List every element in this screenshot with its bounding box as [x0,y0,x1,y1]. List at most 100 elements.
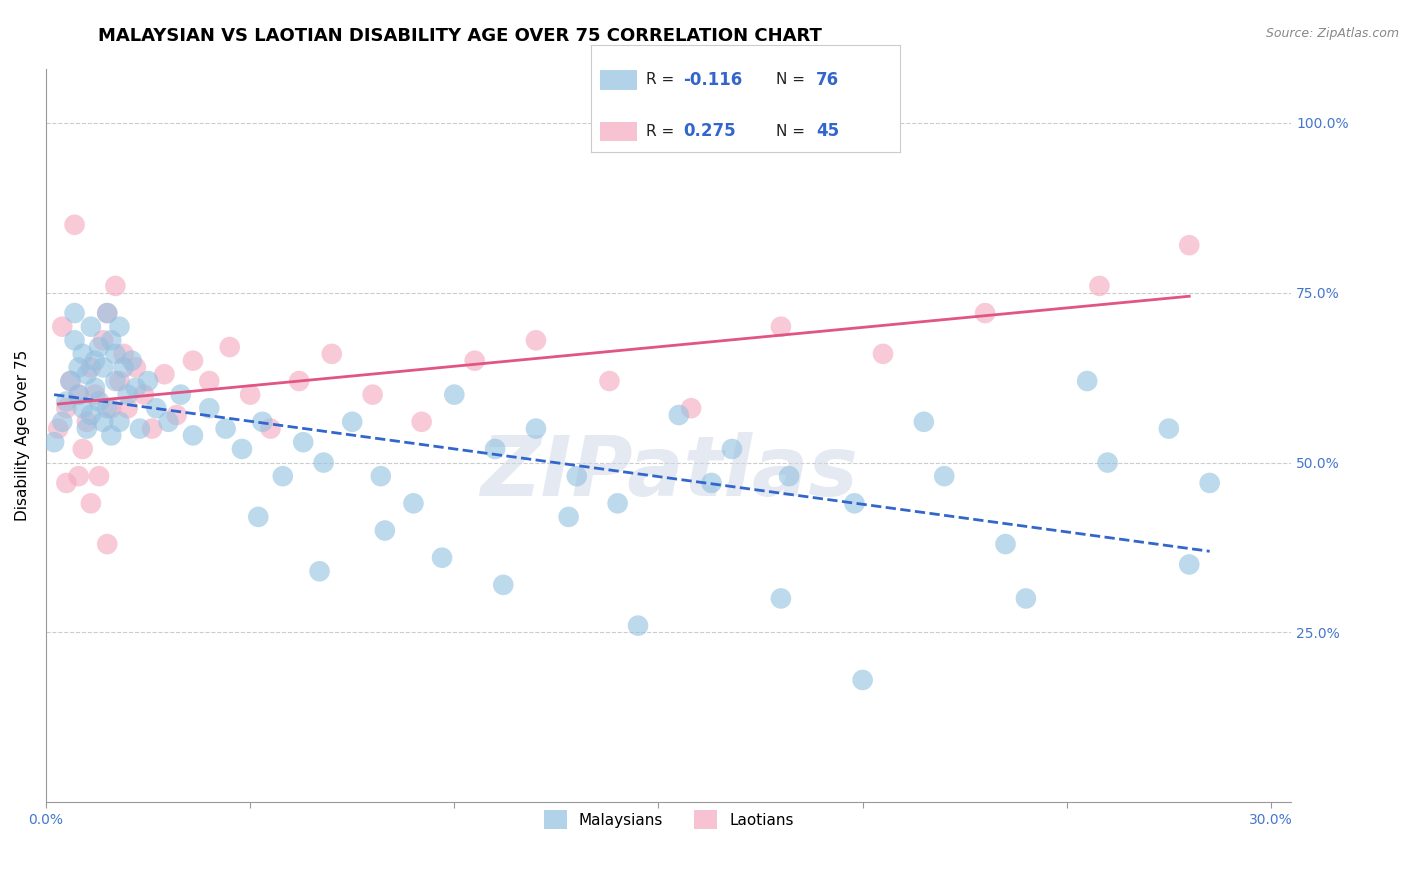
Point [117,401,139,416]
Point [84,387,107,401]
Point [492,578,515,592]
Point [96,306,118,320]
Point [51,415,73,429]
Point [668,408,690,422]
Point [370,469,392,483]
Text: 0.275: 0.275 [683,122,735,140]
Point [91,360,114,375]
Point [411,415,433,429]
Point [63,218,86,232]
Y-axis label: Disability Age Over 75: Disability Age Over 75 [15,350,30,521]
Legend: Malaysians, Laotians: Malaysians, Laotians [537,804,800,835]
Point [1178,238,1201,252]
Point [44,435,66,450]
Point [55,394,77,409]
Point [153,368,176,382]
Point [181,353,204,368]
Point [67,387,90,401]
Point [239,387,262,401]
Point [87,394,110,409]
Point [271,469,294,483]
Point [67,387,90,401]
Point [181,428,204,442]
Point [430,550,453,565]
Point [1198,475,1220,490]
Point [259,421,281,435]
Point [565,469,588,483]
Point [484,442,506,456]
Text: N =: N = [776,124,810,139]
Point [91,415,114,429]
Point [769,591,792,606]
Point [96,401,118,416]
Point [132,387,155,401]
Point [598,374,620,388]
Point [80,496,103,510]
Point [128,421,150,435]
Point [59,374,82,388]
Point [198,374,221,388]
Text: ZIPatlas: ZIPatlas [479,432,858,513]
Point [80,319,103,334]
Point [46,421,69,435]
Point [1178,558,1201,572]
Point [104,374,127,388]
Point [361,387,384,401]
Point [104,279,127,293]
Point [912,415,935,429]
Point [218,340,240,354]
Point [934,469,956,483]
Point [170,387,193,401]
Point [872,347,894,361]
Point [1157,421,1180,435]
Point [402,496,425,510]
Point [63,333,86,347]
Point [852,673,875,687]
Point [312,456,335,470]
Point [87,340,110,354]
Point [292,435,315,450]
Point [157,415,180,429]
Point [557,510,579,524]
Text: MALAYSIAN VS LAOTIAN DISABILITY AGE OVER 75 CORRELATION CHART: MALAYSIAN VS LAOTIAN DISABILITY AGE OVER… [98,27,823,45]
Point [125,381,148,395]
Point [1097,456,1119,470]
Point [721,442,744,456]
Point [214,421,236,435]
Point [524,421,547,435]
Point [100,401,122,416]
Point [1076,374,1098,388]
Point [231,442,253,456]
Point [117,387,139,401]
Point [994,537,1017,551]
Point [136,374,159,388]
Point [87,469,110,483]
Point [76,415,98,429]
Point [141,421,163,435]
Point [108,374,131,388]
Point [145,401,167,416]
Point [84,353,107,368]
Text: Source: ZipAtlas.com: Source: ZipAtlas.com [1265,27,1399,40]
Point [112,360,135,375]
Point [252,415,274,429]
Point [524,333,547,347]
Point [700,475,723,490]
Point [1015,591,1038,606]
Point [125,360,148,375]
Text: 45: 45 [817,122,839,140]
Point [55,475,77,490]
Point [247,510,270,524]
Bar [600,70,637,89]
Point [59,374,82,388]
Point [76,368,98,382]
Point [443,387,465,401]
Bar [600,121,637,141]
Point [681,401,703,416]
Point [55,401,77,416]
Text: R =: R = [647,72,679,87]
Point [96,537,118,551]
Point [67,469,90,483]
Point [308,564,330,578]
Point [108,415,131,429]
